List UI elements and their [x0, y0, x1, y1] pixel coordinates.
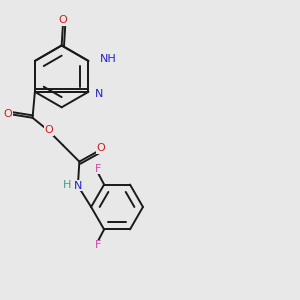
Text: N: N	[74, 181, 83, 191]
Text: N: N	[95, 89, 103, 99]
Text: O: O	[97, 143, 105, 153]
Text: NH: NH	[100, 55, 116, 64]
Text: O: O	[59, 15, 68, 25]
Text: F: F	[94, 164, 101, 174]
Text: H: H	[63, 180, 71, 190]
Text: O: O	[45, 125, 53, 135]
Text: O: O	[4, 109, 13, 119]
Text: F: F	[94, 240, 101, 250]
